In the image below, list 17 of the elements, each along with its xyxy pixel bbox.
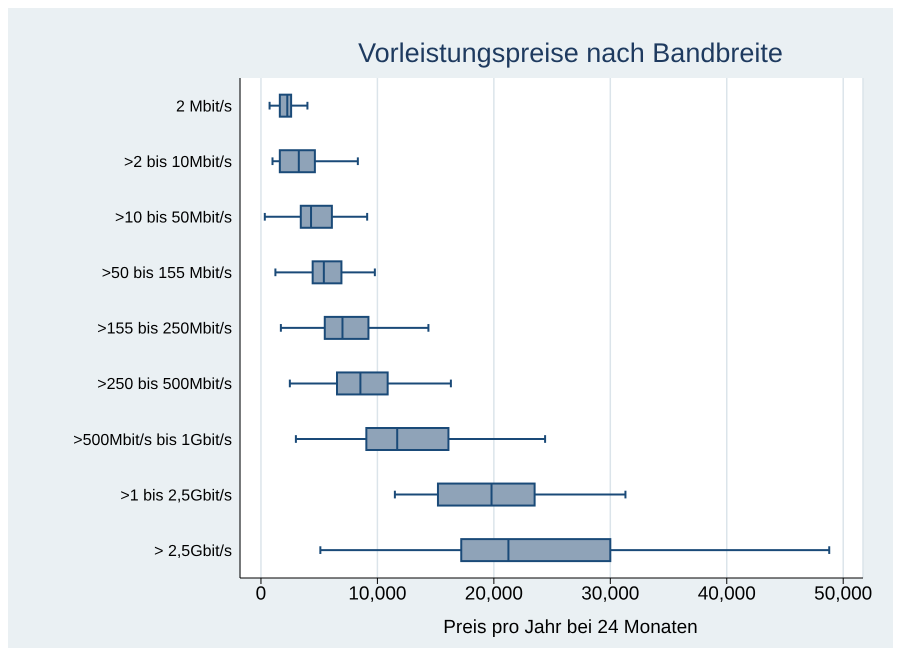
y-tick-label: >500Mbit/s bis 1Gbit/s — [73, 432, 232, 449]
y-tick-label: >50 bis 155 Mbit/s — [102, 265, 232, 282]
x-tick-label: 30,000 — [581, 583, 640, 604]
x-tick-label: 0 — [256, 583, 266, 604]
x-axis-title: Preis pro Jahr bei 24 Monaten — [442, 617, 699, 639]
y-tick-label: >10 bis 50Mbit/s — [115, 210, 232, 227]
y-tick-label: 2 Mbit/s — [176, 98, 232, 116]
y-tick-label: > 2,5Gbit/s — [154, 542, 232, 560]
y-tick-label: >1 bis 2,5Gbit/s — [120, 487, 232, 504]
y-tick-label: >155 bis 250Mbit/s — [97, 320, 232, 338]
chart-title: Vorleistungspreise nach Bandbreite — [357, 38, 784, 69]
x-tick-label: 20,000 — [464, 583, 523, 604]
y-tick-label: >250 bis 500Mbit/s — [97, 376, 232, 394]
x-tick-label: 50,000 — [814, 583, 872, 604]
x-tick-label: 40,000 — [698, 583, 756, 604]
y-tick-label: >2 bis 10Mbit/s — [124, 154, 232, 172]
x-tick-label: 10,000 — [348, 583, 406, 604]
